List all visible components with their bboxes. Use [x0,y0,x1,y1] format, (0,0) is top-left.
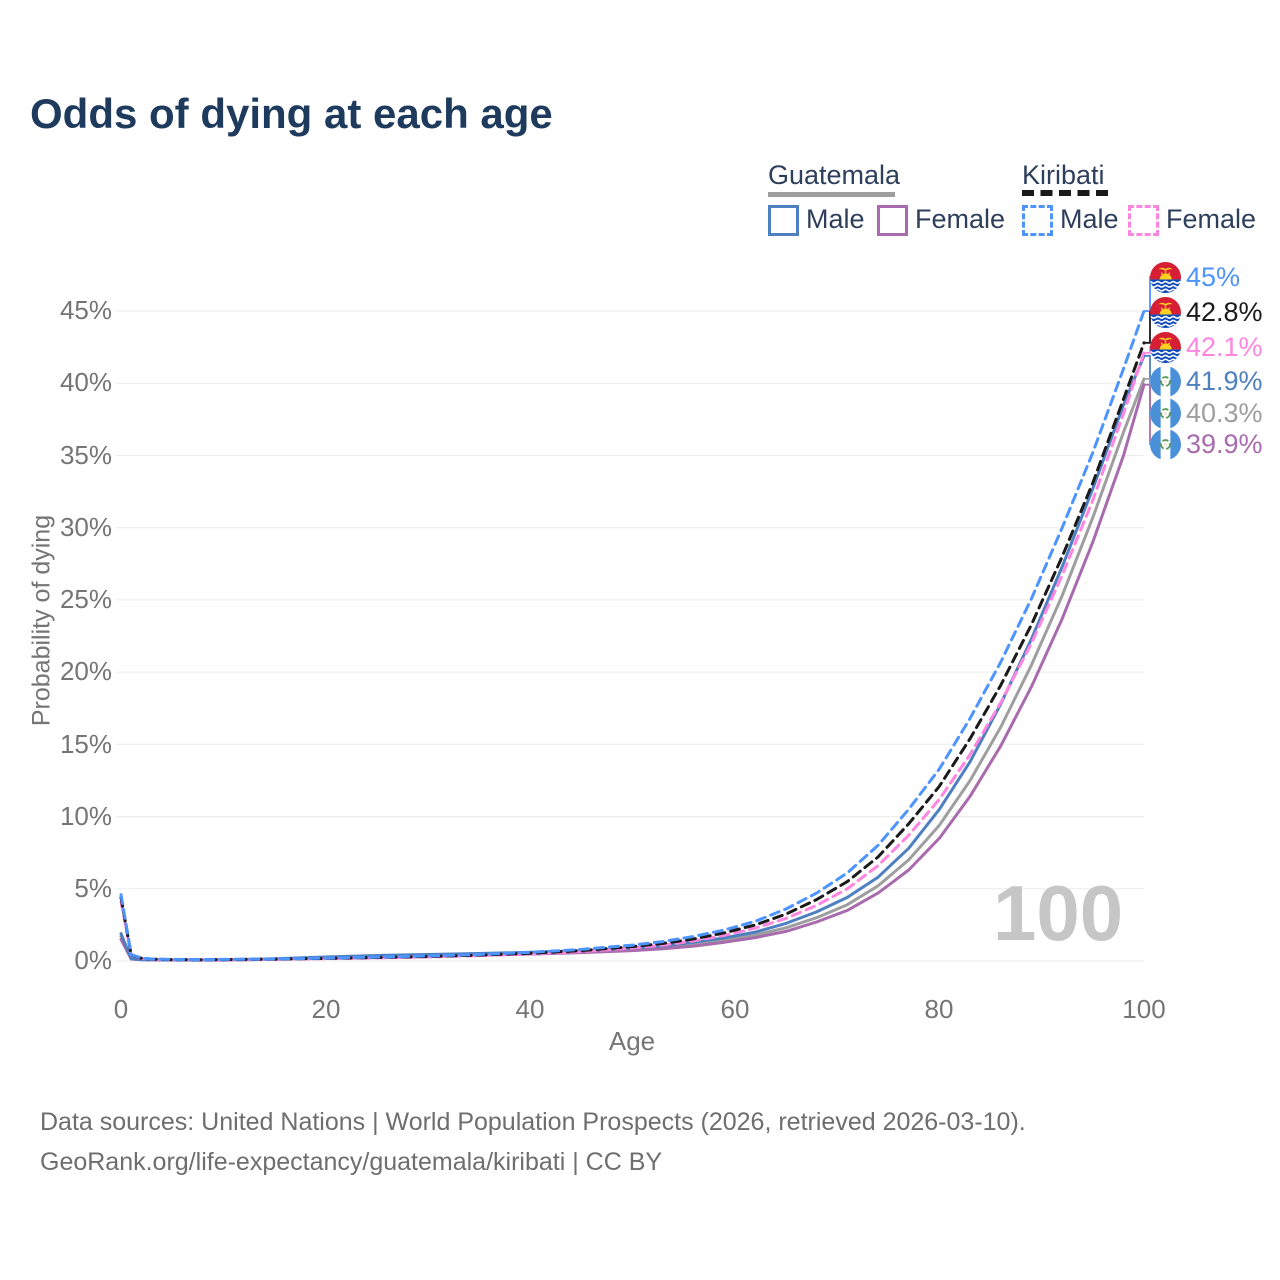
end-value: 45% [1186,261,1241,292]
end-label-kiribati-female: 42.1% [1150,330,1263,364]
end-value: 40.3% [1186,397,1263,428]
y-tick-15: 15% [59,729,112,759]
kiribati-flag-icon [1150,332,1181,363]
y-tick-35: 35% [59,440,112,470]
legend-item-kiribati-male[interactable]: Male [1060,204,1119,234]
y-tick-40: 40% [59,367,112,397]
end-value: 42.1% [1186,331,1263,362]
legend-swatch-kiribati-male[interactable] [1022,205,1053,236]
guatemala-flag-icon [1150,366,1181,397]
end-value: 42.8% [1186,296,1263,327]
x-tick-0: 0 [113,994,129,1024]
legend-swatch-guatemala-female[interactable] [877,205,908,236]
y-tick-25: 25% [59,584,112,614]
gridlines [116,310,1144,962]
y-axis-title: Probability of dying [27,514,56,727]
x-tick-40: 40 [515,994,545,1024]
legend-item-guatemala-female[interactable]: Female [915,204,1006,234]
x-tick-80: 80 [924,994,954,1024]
legend-group-kiribati[interactable]: Kiribati [1022,160,1105,190]
end-value: 41.9% [1186,365,1263,396]
legend-item-kiribati-female[interactable]: Female [1166,204,1257,234]
legend-swatch-kiribati-female[interactable] [1128,205,1159,236]
legend-swatch-guatemala-male[interactable] [768,205,799,236]
x-tick-100: 100 [1122,994,1166,1024]
legend-kiribati-line-swatch [1022,190,1108,196]
end-label-guatemala-male: 41.9% [1150,364,1263,398]
y-tick-20: 20% [59,656,112,686]
x-tick-60: 60 [720,994,750,1024]
y-tick-0: 0% [74,945,112,975]
y-tick-10: 10% [59,801,112,831]
kiribati-flag-icon [1150,297,1181,328]
y-tick-45: 45% [59,295,112,325]
legend-guatemala-line-swatch [768,192,895,197]
kiribati-flag-icon [1150,262,1181,293]
legend-item-guatemala-male[interactable]: Male [806,204,865,234]
attribution-text: GeoRank.org/life-expectancy/guatemala/ki… [40,1148,663,1176]
end-label-kiribati-both: 42.8% [1150,295,1263,329]
age-watermark: 100 [993,869,1124,957]
end-value: 39.9% [1186,428,1263,459]
x-axis-title: Age [608,1026,656,1056]
guatemala-flag-icon [1150,429,1181,460]
page-title: Odds of dying at each age [30,90,553,137]
data-source-text: Data sources: United Nations | World Pop… [40,1108,1026,1136]
legend-group-guatemala[interactable]: Guatemala [768,160,901,190]
y-tick-5: 5% [74,873,112,903]
end-label-kiribati-male: 45% [1150,260,1240,294]
guatemala-flag-icon [1150,398,1181,429]
end-label-guatemala-female: 39.9% [1150,427,1263,461]
y-tick-30: 30% [59,512,112,542]
series-lines [119,309,1146,962]
end-label-guatemala-both: 40.3% [1150,396,1263,430]
x-tick-20: 20 [311,994,341,1024]
